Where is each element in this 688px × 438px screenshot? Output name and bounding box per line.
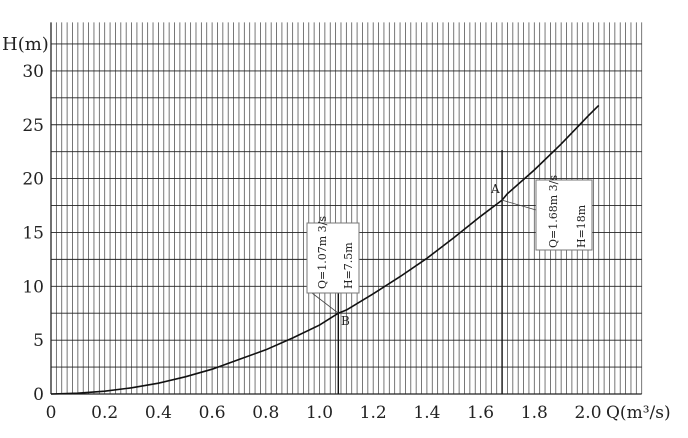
x-tick-label: 0.6 bbox=[199, 403, 226, 423]
x-tick-label: 0 bbox=[46, 403, 57, 423]
annotation-a: Q=1.68m 3/s H=18m A bbox=[490, 175, 593, 251]
y-tick-label: 20 bbox=[22, 170, 44, 190]
point-a-label: A bbox=[490, 182, 500, 196]
annotation-a-h: H=18m bbox=[575, 204, 588, 248]
point-b-leader-line bbox=[311, 292, 339, 314]
y-tick-label: 0 bbox=[33, 385, 44, 405]
x-tick-label: 1.6 bbox=[467, 403, 494, 423]
x-tick-label: 2.0 bbox=[574, 403, 601, 423]
x-axis-label: Q(m³/s) bbox=[606, 403, 671, 423]
grid bbox=[50, 22, 643, 395]
annotation-b-box bbox=[306, 222, 360, 294]
annotation-a-box bbox=[535, 179, 593, 251]
x-tick-label: 1.0 bbox=[306, 403, 333, 423]
annotation-b-h: H=7.5m bbox=[342, 242, 355, 289]
y-tick-label: 30 bbox=[22, 62, 44, 82]
curve-layer bbox=[50, 104, 600, 395]
point-b-label: B bbox=[341, 314, 350, 328]
x-tick-label: 0.4 bbox=[145, 403, 172, 423]
x-tick-label: 1.2 bbox=[360, 403, 387, 423]
tick-labels: 0 0.2 0.4 0.6 0.8 1.0 1.2 1.4 1.6 1.8 2.0 0 5 10 15 20 2… bbox=[22, 62, 601, 423]
x-tick-label: 1.4 bbox=[413, 403, 440, 423]
point-a-leader-line bbox=[501, 199, 537, 211]
x-tick-label: 0.2 bbox=[91, 403, 118, 423]
y-tick-label: 25 bbox=[22, 116, 44, 136]
annotation-b-q: Q=1.07m 3/s bbox=[316, 216, 329, 289]
annotation-b: Q=1.07m 3/s H=7.5m B bbox=[306, 216, 360, 328]
x-tick-label: 0.8 bbox=[252, 403, 279, 423]
y-axis-label: H(m) bbox=[2, 34, 49, 55]
x-tick-label: 1.8 bbox=[521, 403, 548, 423]
y-tick-label: 5 bbox=[33, 331, 44, 351]
y-tick-label: 10 bbox=[22, 277, 44, 297]
annotation-a-q: Q=1.68m 3/s bbox=[547, 175, 560, 248]
y-tick-label: 15 bbox=[22, 223, 44, 243]
head-curve bbox=[50, 104, 600, 395]
